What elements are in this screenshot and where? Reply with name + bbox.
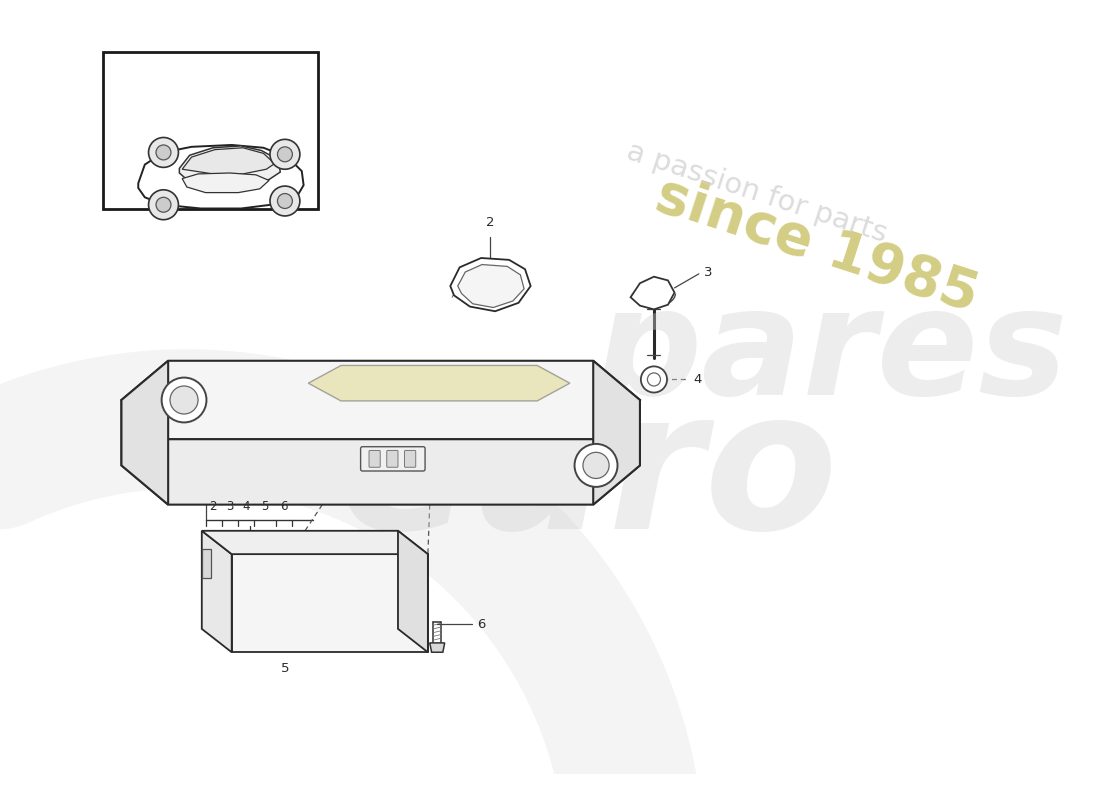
Text: 4: 4 (693, 373, 702, 386)
Circle shape (270, 186, 300, 216)
Polygon shape (458, 265, 524, 307)
FancyBboxPatch shape (405, 450, 416, 467)
Bar (102, 53, 318, 210)
Polygon shape (308, 366, 570, 401)
Text: 3: 3 (227, 500, 233, 513)
Text: pares: pares (595, 281, 1068, 426)
Circle shape (277, 147, 293, 162)
Circle shape (270, 139, 300, 170)
Circle shape (648, 373, 660, 386)
FancyBboxPatch shape (361, 446, 425, 471)
Text: since 1985: since 1985 (649, 168, 986, 323)
Circle shape (277, 194, 293, 209)
Text: 3: 3 (704, 266, 713, 278)
FancyBboxPatch shape (368, 450, 381, 467)
Polygon shape (183, 173, 270, 193)
Text: 2: 2 (486, 216, 495, 229)
Text: 6: 6 (477, 618, 486, 630)
Polygon shape (179, 146, 280, 183)
Circle shape (162, 378, 207, 422)
Polygon shape (201, 530, 232, 652)
Text: euro: euro (339, 381, 838, 569)
Circle shape (583, 452, 609, 478)
Circle shape (148, 190, 178, 220)
Circle shape (156, 198, 170, 212)
Text: 4: 4 (242, 500, 250, 513)
Polygon shape (121, 361, 640, 439)
Polygon shape (398, 530, 428, 652)
Text: 5: 5 (261, 500, 268, 513)
Polygon shape (232, 554, 428, 652)
Text: 5: 5 (280, 662, 289, 674)
Text: 6: 6 (280, 500, 288, 513)
Circle shape (641, 366, 667, 393)
Circle shape (574, 444, 617, 487)
Polygon shape (201, 530, 428, 554)
Polygon shape (139, 145, 304, 209)
Polygon shape (630, 277, 674, 310)
Polygon shape (450, 258, 530, 311)
Polygon shape (201, 550, 211, 578)
Circle shape (148, 138, 178, 167)
Polygon shape (121, 361, 168, 505)
Polygon shape (430, 643, 444, 652)
FancyBboxPatch shape (387, 450, 398, 467)
Polygon shape (593, 361, 640, 505)
Polygon shape (183, 148, 275, 174)
Text: 2: 2 (209, 500, 217, 513)
Text: a passion for parts: a passion for parts (623, 138, 891, 248)
Circle shape (170, 386, 198, 414)
Circle shape (156, 145, 170, 160)
Text: 1: 1 (246, 544, 254, 557)
Polygon shape (121, 400, 640, 505)
